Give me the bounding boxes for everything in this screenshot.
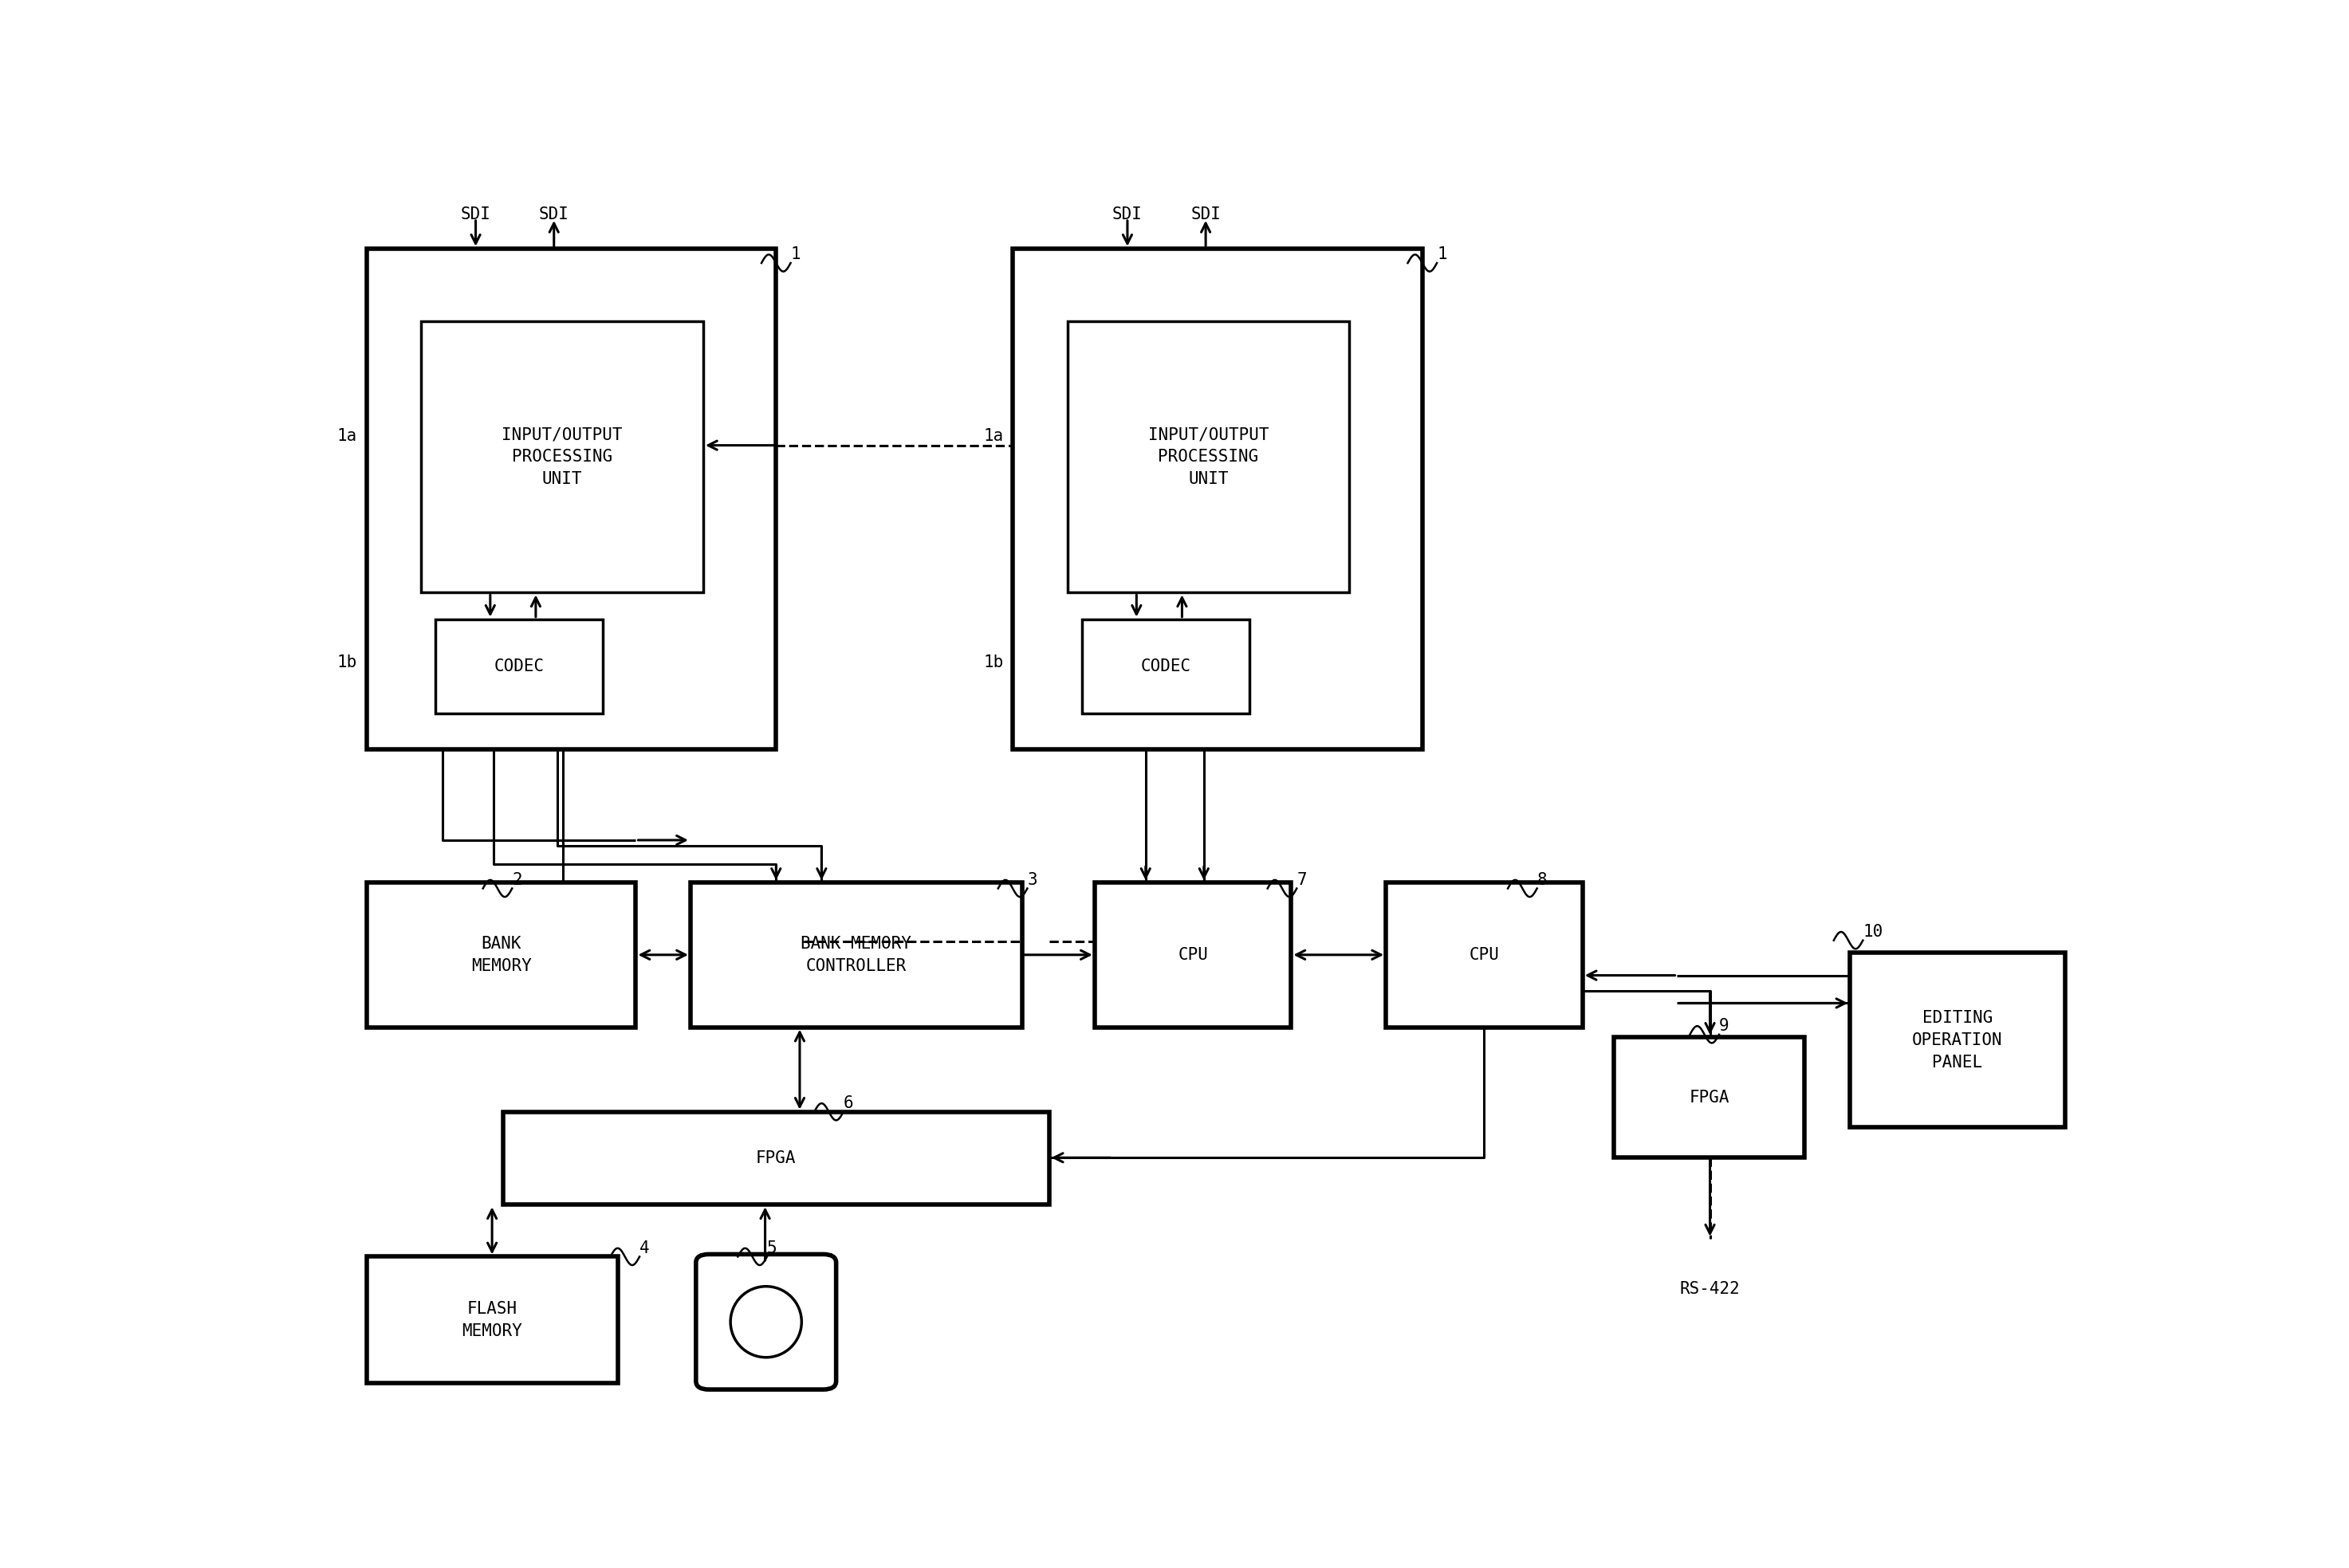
Text: 1a: 1a: [984, 428, 1003, 444]
Text: INPUT/OUTPUT
PROCESSING
UNIT: INPUT/OUTPUT PROCESSING UNIT: [1149, 426, 1268, 488]
Text: 10: 10: [1863, 924, 1884, 939]
Text: 1a: 1a: [338, 428, 357, 444]
Text: BANK MEMORY
CONTROLLER: BANK MEMORY CONTROLLER: [801, 936, 911, 974]
Text: SDI: SDI: [1113, 207, 1142, 223]
Text: FPGA: FPGA: [756, 1151, 796, 1167]
Bar: [1614, 1036, 1804, 1157]
Text: 9: 9: [1719, 1018, 1729, 1033]
Text: 1: 1: [1438, 246, 1447, 262]
Bar: [1083, 619, 1250, 713]
Bar: [366, 1256, 618, 1383]
Bar: [503, 1112, 1050, 1204]
Text: 8: 8: [1536, 872, 1548, 887]
Bar: [366, 249, 775, 750]
Text: 4: 4: [639, 1240, 651, 1256]
Text: 1b: 1b: [984, 655, 1003, 671]
Ellipse shape: [731, 1286, 801, 1358]
Text: CODEC: CODEC: [493, 659, 545, 674]
Text: SDI: SDI: [538, 207, 568, 223]
Text: BANK
MEMORY: BANK MEMORY: [470, 936, 531, 974]
Text: 7: 7: [1297, 872, 1306, 887]
Text: SDI: SDI: [1191, 207, 1221, 223]
Text: CODEC: CODEC: [1142, 659, 1191, 674]
Text: 6: 6: [843, 1096, 853, 1112]
Text: 1b: 1b: [338, 655, 357, 671]
Text: 5: 5: [766, 1240, 778, 1256]
Bar: [420, 321, 702, 593]
Text: FLASH
MEMORY: FLASH MEMORY: [463, 1301, 521, 1339]
Text: SDI: SDI: [460, 207, 491, 223]
Text: CPU: CPU: [1177, 947, 1207, 963]
Bar: [1851, 952, 2065, 1127]
Text: 1: 1: [792, 246, 801, 262]
Text: 2: 2: [512, 872, 521, 887]
Bar: [1386, 883, 1583, 1027]
Bar: [1066, 321, 1348, 593]
Text: FPGA: FPGA: [1689, 1090, 1729, 1105]
Bar: [1095, 883, 1292, 1027]
Text: RS-422: RS-422: [1680, 1281, 1741, 1297]
Bar: [691, 883, 1022, 1027]
Text: EDITING
OPERATION
PANEL: EDITING OPERATION PANEL: [1912, 1010, 2004, 1071]
Bar: [366, 883, 637, 1027]
Bar: [435, 619, 604, 713]
FancyBboxPatch shape: [695, 1254, 836, 1389]
Bar: [1012, 249, 1423, 750]
Text: CPU: CPU: [1468, 947, 1499, 963]
Text: INPUT/OUTPUT
PROCESSING
UNIT: INPUT/OUTPUT PROCESSING UNIT: [503, 426, 622, 488]
Text: 3: 3: [1027, 872, 1038, 887]
